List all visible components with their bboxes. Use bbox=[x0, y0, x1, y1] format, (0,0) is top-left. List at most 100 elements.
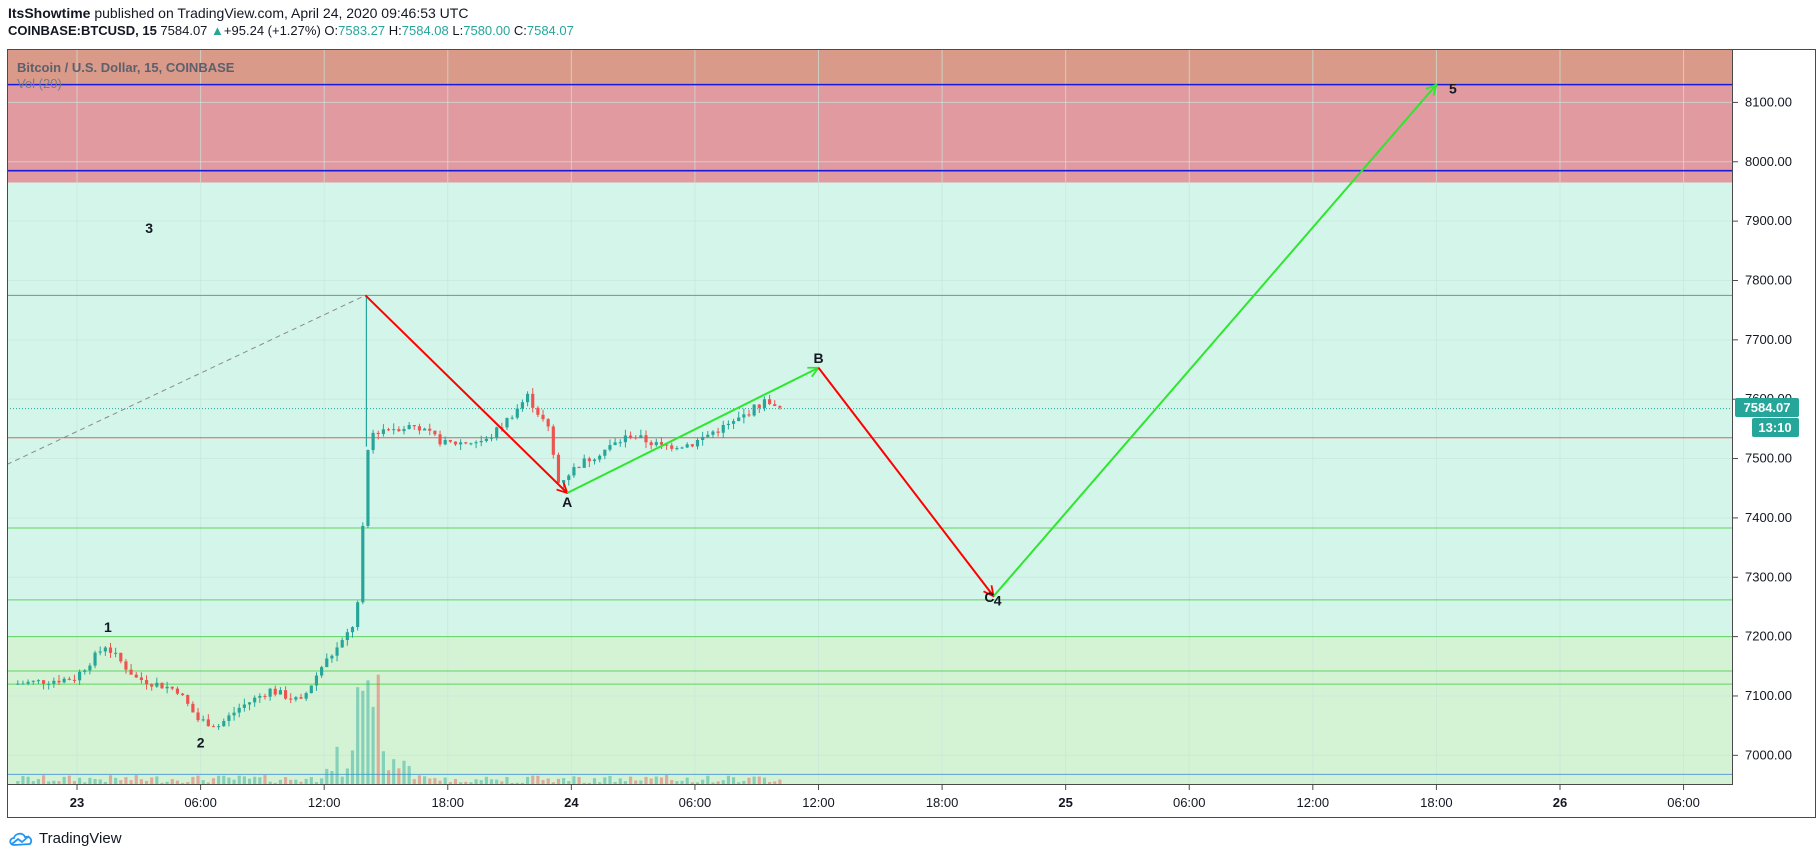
volume-bar bbox=[309, 777, 313, 785]
volume-bar bbox=[639, 780, 643, 785]
volume-bar bbox=[98, 779, 102, 785]
volume-bar bbox=[469, 782, 473, 785]
volume-bar bbox=[711, 782, 715, 785]
candle-body bbox=[572, 467, 576, 476]
volume-bar bbox=[325, 768, 329, 785]
candle-body bbox=[546, 419, 550, 427]
y-tick-label: 7000.00 bbox=[1745, 747, 1792, 762]
volume-bar bbox=[258, 777, 262, 785]
volume-bar bbox=[294, 779, 298, 785]
candle-body bbox=[680, 447, 684, 449]
candle-body bbox=[227, 715, 231, 721]
volume-bar bbox=[371, 706, 375, 785]
candle-body bbox=[701, 436, 705, 440]
volume-bar bbox=[268, 781, 272, 785]
candle-body bbox=[526, 393, 530, 403]
candle-body bbox=[119, 652, 123, 662]
candle-body bbox=[155, 682, 159, 687]
volume-bar bbox=[366, 680, 370, 785]
candle-body bbox=[309, 685, 313, 694]
volume-bar bbox=[62, 776, 66, 785]
volume-bar bbox=[464, 781, 468, 785]
volume-bar bbox=[330, 771, 334, 785]
volume-bar bbox=[175, 780, 180, 785]
candle-body bbox=[603, 449, 607, 456]
candle-body bbox=[412, 425, 416, 427]
candle-body bbox=[31, 680, 35, 682]
candle-body bbox=[659, 442, 664, 445]
publish-line: ItsShowtime published on TradingView.com… bbox=[8, 5, 574, 22]
volume-bar bbox=[144, 780, 149, 785]
volume-bar bbox=[247, 778, 252, 785]
wave-label-1: 1 bbox=[104, 619, 112, 635]
high-value: 7584.08 bbox=[401, 23, 449, 38]
candle-body bbox=[649, 442, 653, 446]
volume-bar bbox=[335, 746, 339, 785]
x-tick-label: 12:00 bbox=[308, 795, 341, 810]
candle-body bbox=[536, 407, 540, 415]
candle-body bbox=[515, 408, 519, 418]
volume-bar bbox=[350, 750, 355, 785]
volume-bar bbox=[320, 778, 324, 785]
volume-bar bbox=[721, 780, 725, 785]
volume-bar bbox=[495, 779, 499, 785]
candle-body bbox=[237, 707, 241, 713]
author-name[interactable]: ItsShowtime bbox=[8, 5, 91, 21]
candle-body bbox=[78, 671, 82, 681]
candle-body bbox=[551, 426, 555, 455]
volume-bar bbox=[134, 775, 138, 785]
candle-body bbox=[469, 443, 473, 445]
wave-label-A: A bbox=[562, 494, 572, 510]
candle-body bbox=[242, 704, 246, 708]
candle-body bbox=[484, 438, 488, 441]
y-tick-label: 7200.00 bbox=[1745, 629, 1792, 644]
candle-body bbox=[654, 442, 658, 446]
candle-body bbox=[742, 414, 746, 418]
x-tick-label: 25 bbox=[1058, 795, 1072, 810]
wave-label-2: 2 bbox=[197, 735, 205, 751]
volume-bar bbox=[386, 770, 391, 785]
open-value: 7583.27 bbox=[338, 23, 386, 38]
wave-label-4: 4 bbox=[994, 593, 1002, 609]
volume-bar bbox=[443, 777, 447, 785]
candle-body bbox=[423, 428, 427, 431]
x-tick-label: 06:00 bbox=[1667, 795, 1700, 810]
candle-body bbox=[505, 418, 509, 428]
candle-body bbox=[299, 697, 303, 699]
candle-body bbox=[459, 442, 463, 445]
tradingview-logo[interactable]: TradingView bbox=[8, 830, 122, 847]
candle-body bbox=[737, 417, 741, 422]
candle-body bbox=[263, 695, 267, 697]
candle-body bbox=[747, 414, 751, 416]
volume-bar bbox=[47, 781, 51, 785]
volume-bar bbox=[778, 779, 782, 785]
candle-body bbox=[685, 444, 689, 448]
candle-body bbox=[320, 667, 324, 676]
candle-body bbox=[278, 690, 282, 695]
volume-bar bbox=[685, 777, 689, 785]
candle-body bbox=[428, 428, 432, 431]
volume-bar bbox=[572, 776, 576, 785]
candle-body bbox=[52, 680, 56, 684]
candle-body bbox=[366, 450, 370, 526]
zone-upper-support bbox=[7, 182, 1733, 637]
low-label: L: bbox=[452, 23, 464, 38]
wave-label-3: 3 bbox=[145, 220, 153, 236]
volume-bar bbox=[340, 776, 344, 785]
volume-bar bbox=[155, 776, 159, 785]
zone-resistance-top bbox=[7, 49, 1733, 85]
y-tick-label: 8000.00 bbox=[1745, 154, 1792, 169]
x-tick-label: 18:00 bbox=[926, 795, 959, 810]
volume-bar bbox=[196, 775, 200, 785]
candle-body bbox=[407, 425, 411, 430]
candle-body bbox=[283, 690, 288, 699]
x-tick-label: 06:00 bbox=[184, 795, 217, 810]
candle-body bbox=[350, 627, 355, 633]
volume-bar bbox=[515, 782, 519, 785]
candle-body bbox=[762, 399, 767, 408]
candle-body bbox=[695, 439, 700, 447]
candle-body bbox=[345, 632, 349, 641]
volume-bar bbox=[407, 765, 411, 785]
